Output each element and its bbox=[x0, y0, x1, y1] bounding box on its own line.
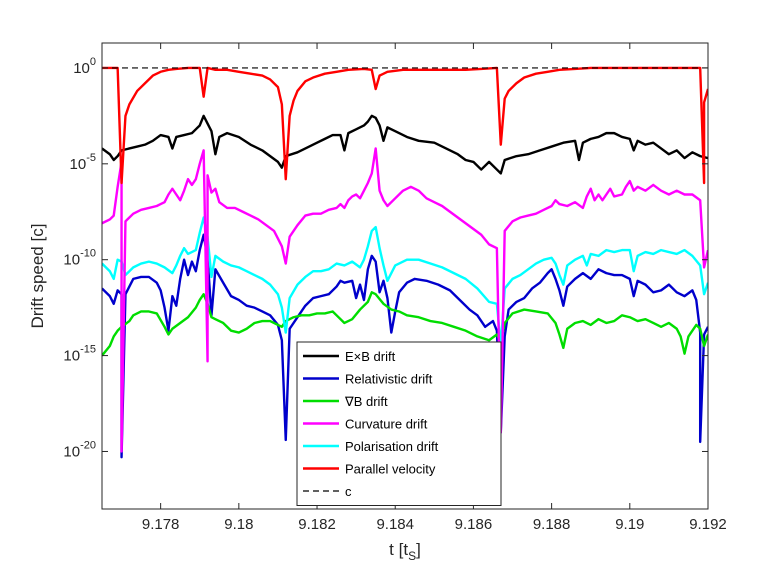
y-tick-label-base: 10 bbox=[63, 252, 80, 269]
series-line-curvature-drift bbox=[102, 147, 708, 453]
y-tick-label: 10-20 bbox=[63, 439, 96, 460]
x-tick-label: 9.188 bbox=[533, 516, 571, 533]
x-tick-label: 9.182 bbox=[298, 516, 336, 533]
x-tick-label: 9.184 bbox=[376, 516, 414, 533]
x-tick-label: 9.19 bbox=[615, 516, 644, 533]
axes-box bbox=[101, 42, 709, 510]
y-tick-label-base: 10 bbox=[63, 443, 80, 460]
legend-label-curvature-drift: Curvature drift bbox=[345, 417, 428, 432]
y-tick-label: 10-10 bbox=[63, 248, 96, 269]
y-tick-label-exponent: -10 bbox=[80, 248, 96, 260]
y-tick-label: 10-15 bbox=[63, 344, 96, 365]
y-tick-label-exponent: -20 bbox=[80, 439, 96, 451]
y-tick-label-base: 10 bbox=[70, 156, 87, 173]
series-line-parallel-velocity bbox=[102, 66, 708, 185]
y-tick-label-exponent: -5 bbox=[86, 152, 96, 164]
ticks-layer: 9.178 9.18 9.182 9.184 9.186 9.188 9.19 9.192 10… bbox=[63, 43, 727, 533]
legend-label-e-b-drift: E×B drift bbox=[345, 349, 396, 364]
legend-label-relativistic-drift: Relativistic drift bbox=[345, 372, 433, 387]
y-tick-label: 10-5 bbox=[70, 152, 96, 173]
series-layer bbox=[102, 66, 708, 459]
y-tick-label-base: 10 bbox=[63, 348, 80, 365]
series-line-e-b-drift bbox=[102, 114, 708, 175]
x-axis-label: t [tS] bbox=[389, 540, 421, 563]
x-axis-label-main: t [t bbox=[389, 540, 408, 559]
y-tick-label-base: 10 bbox=[73, 60, 90, 77]
x-tick-label: 9.192 bbox=[689, 516, 727, 533]
legend-label-c: c bbox=[345, 484, 352, 499]
series-line-relativistic-drift bbox=[102, 233, 708, 459]
y-axis-label: Drift speed [c] bbox=[28, 224, 47, 329]
legend-label-polarisation-drift: Polarisation drift bbox=[345, 439, 439, 454]
x-axis-label-close: ] bbox=[416, 540, 421, 559]
x-tick-label: 9.178 bbox=[142, 516, 180, 533]
series-line-b-drift bbox=[102, 291, 708, 357]
y-tick-label-exponent: -15 bbox=[80, 344, 96, 356]
y-tick-label-exponent: 0 bbox=[90, 56, 96, 68]
y-tick-label: 100 bbox=[73, 56, 96, 77]
series-line-polarisation-drift bbox=[102, 216, 708, 348]
legend: E×B drift Relativistic drift ∇B drift Curva… bbox=[296, 341, 502, 506]
x-tick-label: 9.186 bbox=[455, 516, 493, 533]
legend-label-b-drift: ∇B drift bbox=[344, 394, 388, 409]
legend-label-parallel-velocity: Parallel velocity bbox=[345, 462, 436, 477]
x-tick-label: 9.18 bbox=[224, 516, 253, 533]
x-axis-label-subscript: S bbox=[408, 549, 416, 563]
